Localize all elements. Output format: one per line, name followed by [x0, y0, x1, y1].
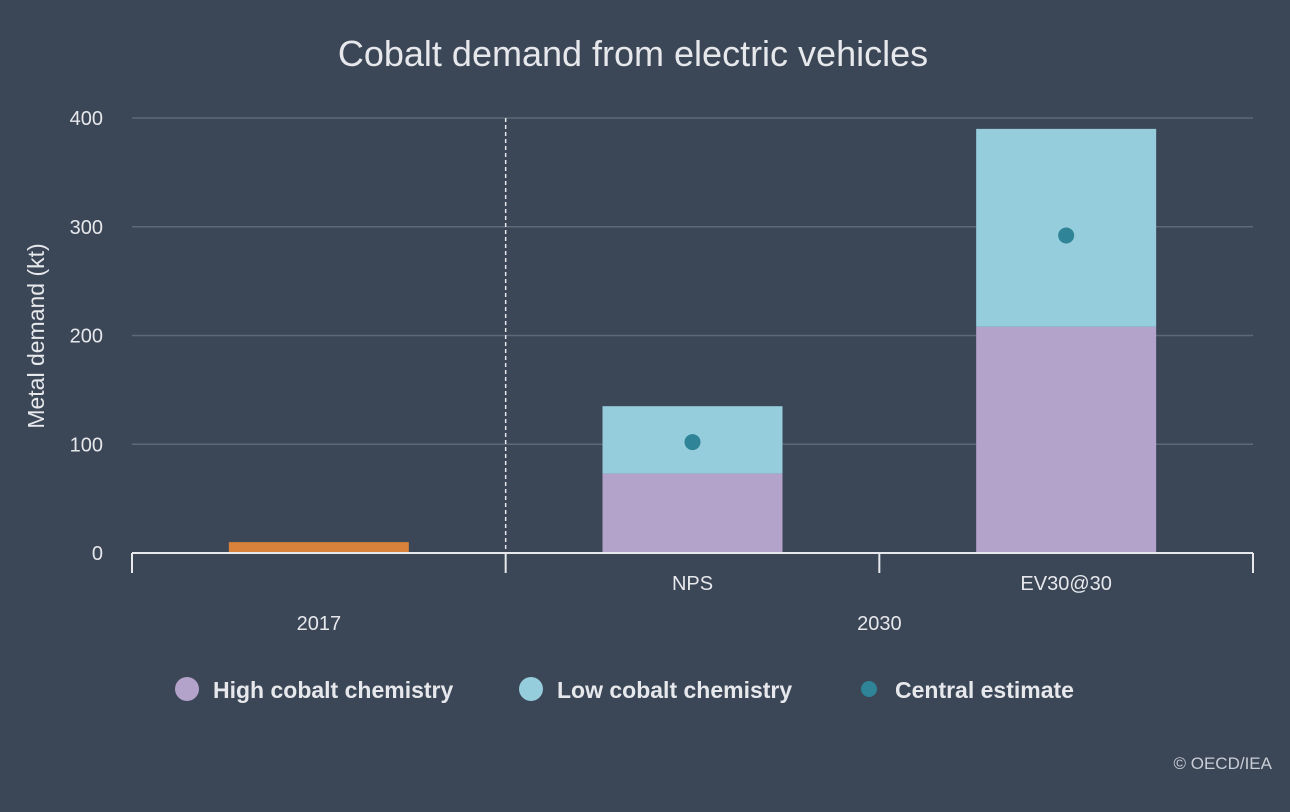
y-tick-label: 100 — [70, 434, 103, 456]
chart-title: Cobalt demand from electric vehicles — [338, 33, 928, 74]
legend-label: Low cobalt chemistry — [557, 677, 792, 703]
bar-high-cobalt-EV30@30 — [976, 326, 1157, 553]
central-estimate-dot-EV30@30 — [1058, 227, 1075, 244]
credit-text: © OECD/IEA — [1174, 754, 1273, 773]
bar-high-cobalt-NPS — [602, 473, 783, 553]
y-tick-label: 200 — [70, 326, 103, 348]
legend-marker — [861, 681, 877, 697]
legend-label: High cobalt chemistry — [213, 677, 453, 703]
y-tick-label: 300 — [70, 217, 103, 239]
legend-label: Central estimate — [895, 677, 1074, 703]
y-axis-ticks: 0 100 200 300 400 — [70, 108, 103, 565]
bars — [228, 128, 1157, 553]
bar-2017 — [228, 542, 409, 553]
x-group-label: 2030 — [857, 613, 902, 635]
y-axis-title: Metal demand (kt) — [23, 243, 49, 428]
x-group-label: 2017 — [297, 613, 342, 635]
x-tick-label: NPS — [672, 573, 713, 595]
central-estimate-dot-NPS — [684, 434, 701, 451]
legend-marker — [175, 677, 199, 701]
legend-marker — [519, 677, 543, 701]
y-tick-label: 400 — [70, 108, 103, 130]
x-tick-label: EV30@30 — [1020, 573, 1111, 595]
legend: High cobalt chemistry Low cobalt chemistr… — [175, 677, 1074, 703]
x-axis: NPS EV30@30 2017 2030 — [131, 552, 1254, 635]
y-tick-label: 0 — [92, 543, 103, 565]
